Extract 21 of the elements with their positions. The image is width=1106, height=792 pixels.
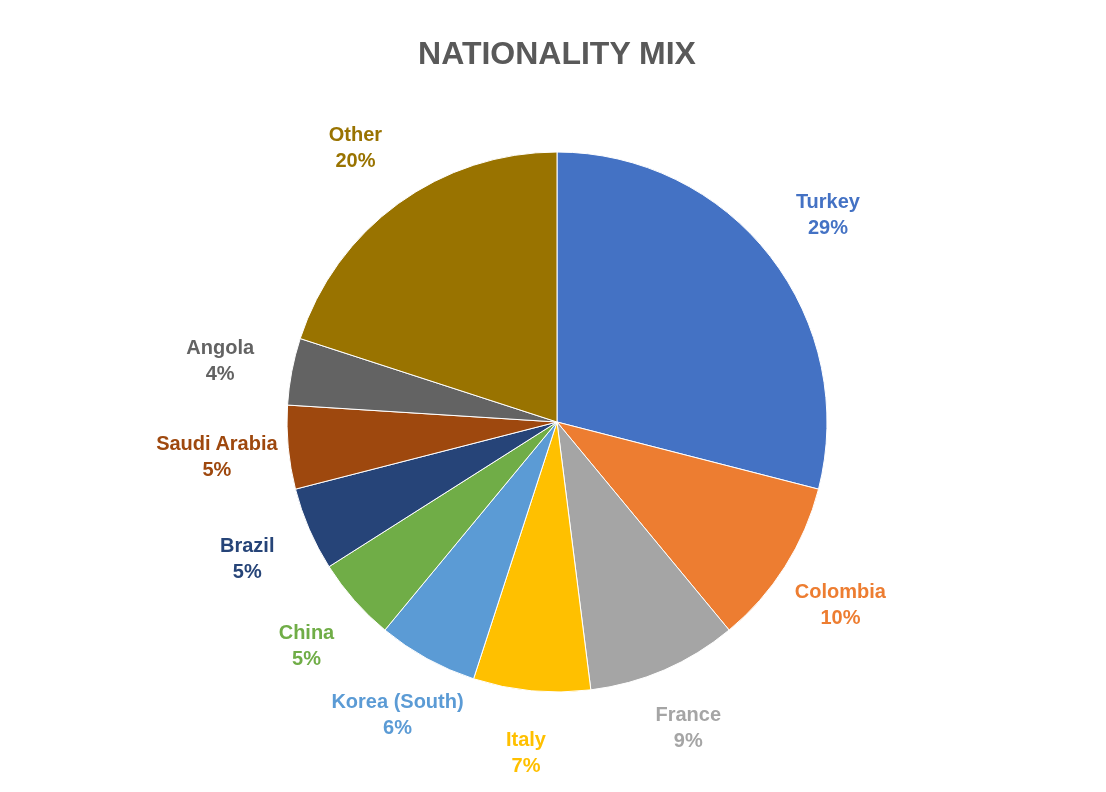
data-label: 5%	[202, 458, 232, 481]
data-label: 5%	[232, 560, 262, 583]
data-label: 10%	[820, 605, 861, 628]
slice-label: France	[655, 703, 722, 726]
data-label: 6%	[383, 716, 413, 739]
data-label: 29%	[807, 215, 849, 238]
data-label: 9%	[673, 729, 703, 752]
data-label: 20%	[335, 148, 376, 171]
data-label: 5%	[292, 646, 322, 669]
slice-label: Turkey	[795, 189, 861, 212]
slice-label: Italy	[505, 728, 547, 750]
slice-label: Other	[328, 122, 383, 145]
slice-label: Korea (South)	[331, 690, 464, 713]
data-label: 7%	[511, 754, 541, 776]
chart-title: NATIONALITY MIX	[418, 35, 697, 71]
slice-label: Angola	[186, 335, 255, 358]
slice-label: Colombia	[794, 579, 887, 602]
data-label: 4%	[205, 361, 235, 384]
slice-label: China	[278, 620, 336, 643]
slice-label: Brazil	[219, 534, 275, 557]
slice-label: Saudi Arabia	[156, 432, 279, 455]
